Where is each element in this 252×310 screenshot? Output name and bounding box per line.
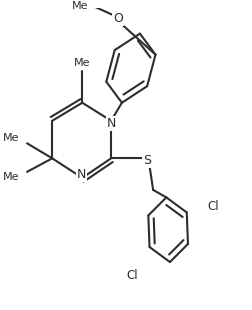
Text: N: N (106, 117, 116, 130)
Text: Me: Me (3, 172, 19, 182)
Text: Me: Me (72, 1, 88, 11)
Text: N: N (77, 168, 86, 181)
Text: Me: Me (74, 58, 90, 68)
Text: Cl: Cl (125, 269, 137, 282)
Text: Me: Me (3, 133, 19, 143)
Text: Cl: Cl (206, 200, 218, 213)
Text: O: O (113, 12, 123, 25)
Text: S: S (143, 154, 150, 167)
